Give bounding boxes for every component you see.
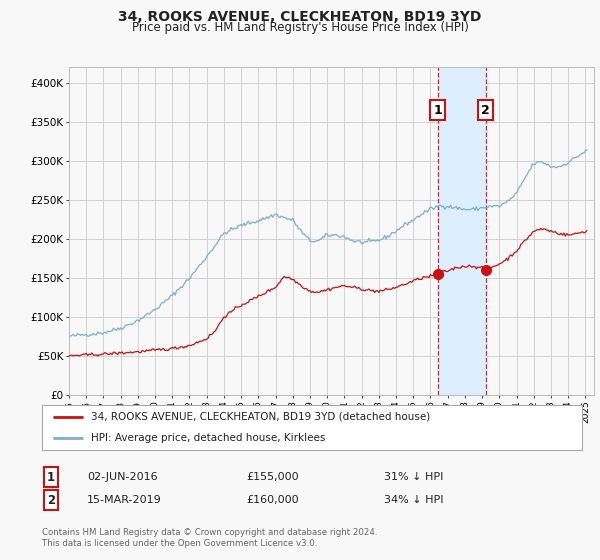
Text: £155,000: £155,000 <box>246 472 299 482</box>
Text: Price paid vs. HM Land Registry's House Price Index (HPI): Price paid vs. HM Land Registry's House … <box>131 21 469 34</box>
Text: 34% ↓ HPI: 34% ↓ HPI <box>384 495 443 505</box>
Text: 31% ↓ HPI: 31% ↓ HPI <box>384 472 443 482</box>
Text: 34, ROOKS AVENUE, CLECKHEATON, BD19 3YD (detached house): 34, ROOKS AVENUE, CLECKHEATON, BD19 3YD … <box>91 412 430 422</box>
Text: 1: 1 <box>433 104 442 116</box>
Text: HPI: Average price, detached house, Kirklees: HPI: Average price, detached house, Kirk… <box>91 432 325 442</box>
Text: £160,000: £160,000 <box>246 495 299 505</box>
Text: 15-MAR-2019: 15-MAR-2019 <box>87 495 162 505</box>
Text: 2: 2 <box>481 104 490 116</box>
Bar <box>438 67 486 395</box>
Text: Contains HM Land Registry data © Crown copyright and database right 2024.: Contains HM Land Registry data © Crown c… <box>42 528 377 536</box>
Text: 34, ROOKS AVENUE, CLECKHEATON, BD19 3YD: 34, ROOKS AVENUE, CLECKHEATON, BD19 3YD <box>118 10 482 24</box>
Text: 1: 1 <box>47 470 55 484</box>
Text: 2: 2 <box>47 493 55 507</box>
Text: 02-JUN-2016: 02-JUN-2016 <box>87 472 158 482</box>
Text: This data is licensed under the Open Government Licence v3.0.: This data is licensed under the Open Gov… <box>42 539 317 548</box>
